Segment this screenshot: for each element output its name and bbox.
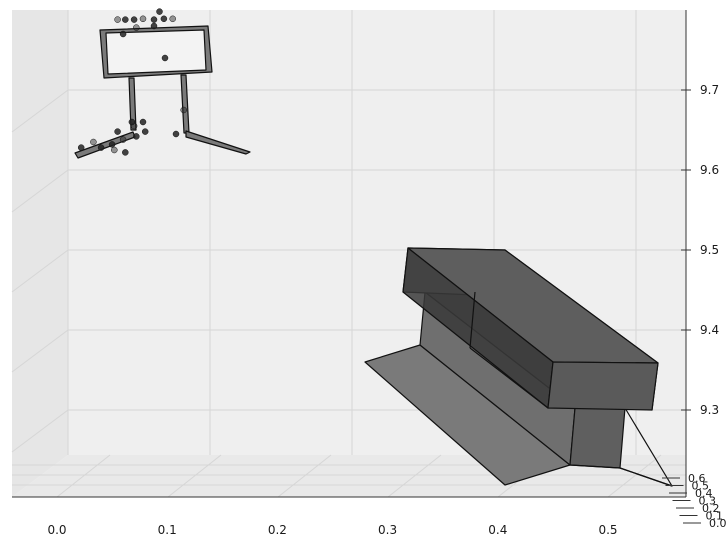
data-point — [97, 144, 105, 151]
data-point — [133, 24, 140, 31]
grid — [11, 10, 686, 498]
y-tick-label: 0.1 — [706, 510, 724, 523]
data-point — [156, 8, 163, 15]
data-point — [139, 15, 147, 23]
data-point — [130, 16, 138, 23]
y-tick-label: 0.5 — [692, 480, 710, 493]
x-tick-label: 0.4 — [488, 523, 507, 537]
figure-leg-left — [128, 77, 137, 131]
data-point — [119, 30, 127, 38]
z-tick-label: 9.3 — [700, 403, 719, 417]
z-tick-label: 9.6 — [700, 163, 719, 177]
data-point — [139, 118, 147, 126]
y-tick-label: 0.6 — [688, 472, 706, 485]
x-tick-label: 0.5 — [598, 523, 617, 537]
data-point — [114, 16, 121, 23]
y-tick-label: 0.3 — [699, 495, 717, 508]
data-point — [141, 128, 149, 135]
y-tick-label: 0.2 — [702, 502, 720, 515]
data-point — [122, 149, 129, 156]
z-tick-label: 9.5 — [700, 243, 719, 257]
x-tick-label: 0.3 — [378, 523, 397, 537]
meshes — [74, 25, 673, 487]
data-point — [114, 128, 121, 135]
data-point — [77, 144, 85, 151]
z-ticks: 9.3 9.4 9.5 9.6 9.7 — [681, 83, 719, 417]
x-tick-label: 0.0 — [47, 523, 66, 537]
figure-foot-right — [185, 130, 251, 155]
z-tick-label: 9.4 — [700, 323, 719, 337]
data-point — [160, 15, 168, 23]
data-point — [161, 54, 169, 62]
x-ticks: 0.0 0.1 0.2 0.3 0.4 0.5 — [47, 523, 617, 537]
data-point — [150, 16, 158, 23]
figure-frame-inner — [105, 29, 207, 75]
data-point — [150, 22, 158, 30]
data-point — [128, 118, 136, 126]
data-point — [169, 15, 176, 23]
data-point — [180, 106, 187, 114]
box-top-bottom — [547, 361, 659, 411]
points-layer — [77, 8, 187, 156]
axes — [12, 10, 687, 498]
y-ticks: 0.00.10.20.30.40.50.6 — [662, 472, 727, 530]
data-point — [172, 130, 180, 138]
y-tick-label: 0.0 — [709, 517, 727, 530]
box-lower-front — [569, 407, 626, 469]
x-tick-label: 0.1 — [158, 523, 177, 537]
data-point — [122, 16, 129, 23]
data-point — [119, 136, 127, 143]
z-tick-label: 9.7 — [700, 83, 719, 97]
data-point — [133, 133, 140, 140]
data-point — [111, 146, 118, 154]
x-tick-label: 0.2 — [268, 523, 287, 537]
data-point — [90, 138, 97, 146]
y-tick-label: 0.4 — [695, 487, 713, 500]
data-point — [108, 141, 116, 148]
